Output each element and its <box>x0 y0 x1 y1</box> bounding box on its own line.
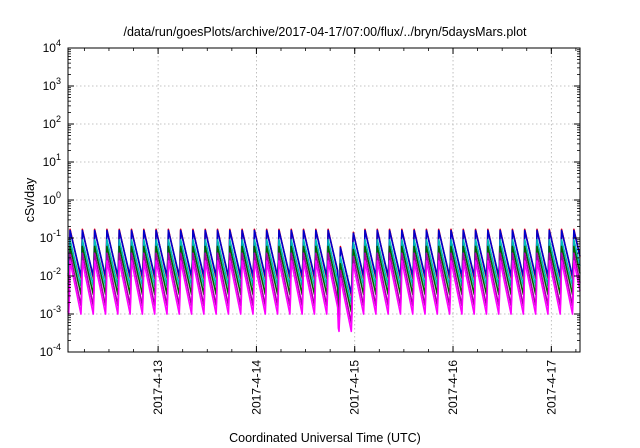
series-line-5 <box>67 252 581 324</box>
series-line-4 <box>67 245 581 313</box>
y-tick-label: 10-3 <box>40 304 61 321</box>
series-line-2 <box>67 229 581 295</box>
y-tick-label: 10-4 <box>40 342 61 359</box>
y-tick-label: 101 <box>43 152 61 169</box>
series-line-6 <box>67 260 581 333</box>
x-tick-label: 2017-4-13 <box>151 360 165 415</box>
y-tick-label: 100 <box>43 190 61 207</box>
plot-area <box>67 228 581 333</box>
chart-title: /data/run/goesPlots/archive/2017-04-17/0… <box>123 25 527 39</box>
y-tick-label: 10-2 <box>40 266 61 283</box>
x-tick-label: 2017-4-14 <box>249 360 263 415</box>
x-tick-label: 2017-4-16 <box>446 360 460 415</box>
y-tick-label: 104 <box>43 38 61 55</box>
y-tick-label: 10-1 <box>40 228 61 245</box>
y-axis-label: cSv/day <box>23 177 37 222</box>
series-line-3 <box>67 238 581 305</box>
x-tick-label: 2017-4-17 <box>544 360 558 415</box>
x-axis-label: Coordinated Universal Time (UTC) <box>229 431 421 445</box>
x-tick-label: 2017-4-15 <box>348 360 362 415</box>
axis-ticks: 10-4 10-3 10-2 10-1 100 101 102 103 104 2017-4-13… <box>40 38 580 415</box>
grid <box>68 48 580 352</box>
y-tick-label: 102 <box>43 114 61 131</box>
y-tick-label: 103 <box>43 76 61 93</box>
